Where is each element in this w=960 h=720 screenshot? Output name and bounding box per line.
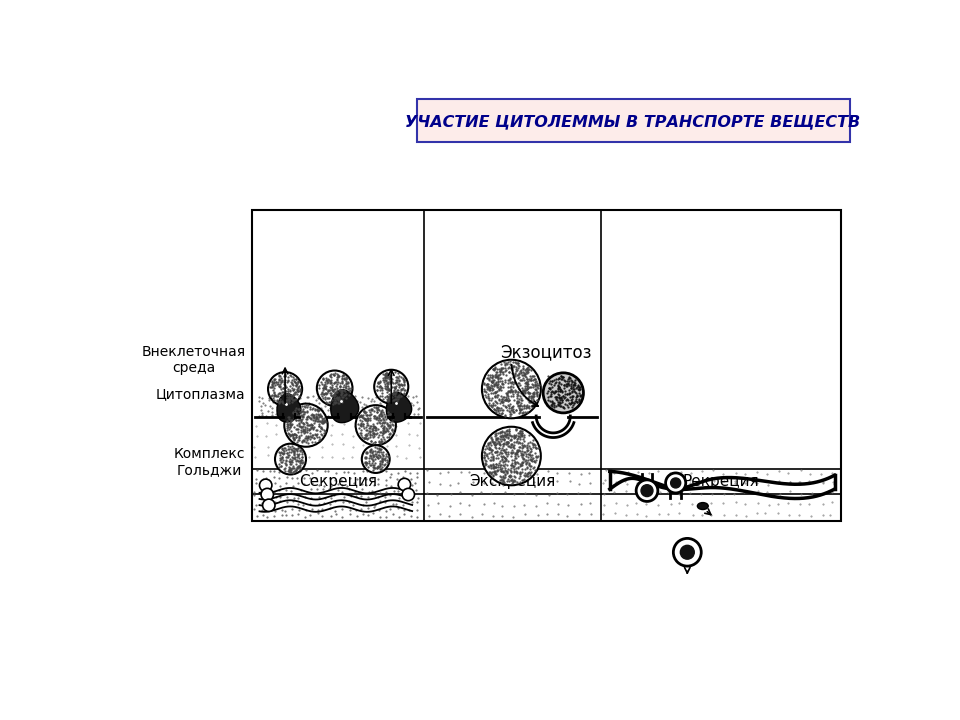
Circle shape bbox=[284, 404, 327, 446]
Circle shape bbox=[275, 444, 306, 474]
Circle shape bbox=[482, 427, 540, 485]
Circle shape bbox=[681, 545, 694, 559]
Circle shape bbox=[641, 485, 653, 497]
Polygon shape bbox=[331, 390, 359, 423]
Text: Секреция: Секреция bbox=[299, 474, 376, 490]
Circle shape bbox=[636, 480, 658, 501]
Circle shape bbox=[673, 539, 701, 566]
Circle shape bbox=[263, 499, 275, 511]
Bar bbox=[252, 210, 841, 521]
Polygon shape bbox=[386, 392, 412, 422]
Text: Экскреция: Экскреция bbox=[469, 474, 555, 490]
Circle shape bbox=[398, 478, 411, 490]
Circle shape bbox=[665, 473, 685, 493]
Polygon shape bbox=[277, 394, 300, 422]
Circle shape bbox=[317, 371, 352, 406]
Circle shape bbox=[374, 370, 408, 404]
Text: Комплекс
Гольджи: Комплекс Гольджи bbox=[174, 447, 246, 477]
Text: Цитоплазма: Цитоплазма bbox=[156, 387, 246, 401]
Text: Экзоцитоз: Экзоцитоз bbox=[500, 343, 592, 361]
Circle shape bbox=[355, 405, 396, 445]
Text: Рекреция: Рекреция bbox=[683, 474, 759, 490]
Circle shape bbox=[671, 478, 681, 488]
Circle shape bbox=[259, 479, 272, 492]
Circle shape bbox=[402, 488, 415, 500]
FancyBboxPatch shape bbox=[417, 99, 850, 142]
Text: Внеклеточная
среда: Внеклеточная среда bbox=[141, 345, 246, 375]
Ellipse shape bbox=[697, 503, 708, 510]
Circle shape bbox=[268, 372, 302, 406]
Circle shape bbox=[362, 445, 390, 473]
Text: УЧАСТИЕ ЦИТОЛЕММЫ В ТРАНСПОРТЕ ВЕЩЕСТВ: УЧАСТИЕ ЦИТОЛЕММЫ В ТРАНСПОРТЕ ВЕЩЕСТВ bbox=[405, 114, 861, 130]
Circle shape bbox=[482, 360, 540, 418]
Circle shape bbox=[261, 488, 274, 500]
Circle shape bbox=[543, 373, 584, 413]
